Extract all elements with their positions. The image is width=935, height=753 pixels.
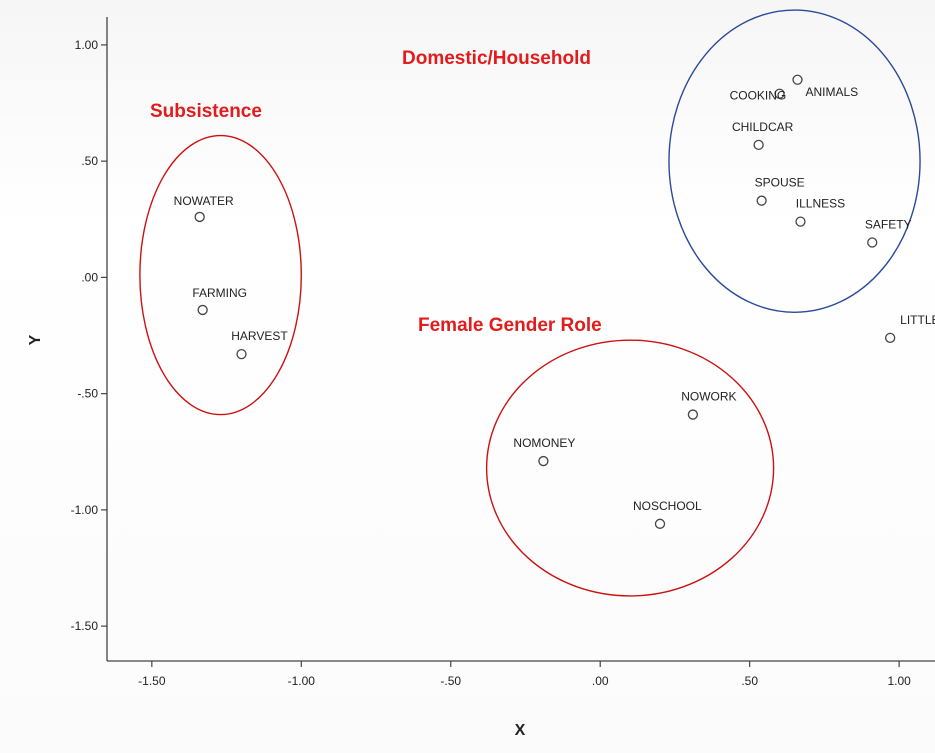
x-tick-label: 1.00 [887, 674, 911, 688]
point-label: ANIMALS [805, 85, 858, 99]
point-marker [687, 409, 699, 420]
point-marker [194, 211, 205, 223]
point-marker [867, 237, 878, 248]
point-label: COOKING [730, 89, 787, 103]
y-tick-label: .00 [81, 270, 98, 284]
point-label: CHILDCAR [732, 120, 794, 134]
axes: -1.50 -1.00 -.50 .00 .50 1.00 1.00 .50 .00 -.50 -1… [71, 17, 935, 688]
point-marker [795, 216, 806, 227]
point-marker [753, 139, 764, 151]
group-ellipse [139, 134, 302, 416]
group-label: Domestic/Household [402, 48, 591, 69]
group-ellipse [668, 9, 921, 313]
group-ellipse [485, 339, 775, 597]
point-label: FARMING [192, 286, 247, 300]
data-points: NOWATER FARMING HARVEST COOKING ANIMALS CHILD… [174, 74, 935, 529]
point-marker [885, 332, 896, 343]
y-tick-label: -1.00 [71, 503, 99, 517]
y-tick-label: 1.00 [75, 38, 99, 52]
point-marker [774, 88, 785, 99]
group-label: Subsistence [150, 101, 262, 122]
point-marker [538, 455, 549, 467]
point-label: HARVEST [231, 329, 288, 343]
group-labels: Subsistence Domestic/Household Female Gend… [150, 48, 602, 336]
point-label: SAFETY [865, 218, 912, 232]
x-tick-label: .50 [741, 674, 758, 688]
point-label: NOWATER [174, 194, 234, 208]
group-label: Female Gender Role [418, 315, 602, 336]
x-tick-label: -1.50 [138, 674, 166, 688]
point-label: NOSCHOOL [633, 499, 702, 513]
group-ellipses [139, 9, 921, 597]
x-tick-label: -.50 [440, 674, 461, 688]
point-label: NOMONEY [513, 436, 575, 450]
y-axis-title: Y [27, 334, 44, 345]
x-tick-label: -1.00 [288, 674, 316, 688]
point-label: SPOUSE [755, 176, 805, 190]
point-label: NOWORK [681, 390, 736, 404]
x-axis-title: X [515, 722, 526, 739]
x-tick-label: .00 [592, 674, 609, 688]
y-tick-label: -1.50 [71, 619, 99, 633]
point-marker [792, 74, 803, 85]
point-marker [756, 195, 767, 206]
y-tick-label: -.50 [77, 387, 98, 401]
point-marker [236, 348, 247, 360]
point-label: LITTLEOP [900, 313, 935, 327]
point-marker [197, 304, 208, 316]
point-marker [654, 518, 666, 529]
point-label: ILLNESS [796, 197, 845, 211]
y-tick-label: .50 [81, 154, 98, 168]
